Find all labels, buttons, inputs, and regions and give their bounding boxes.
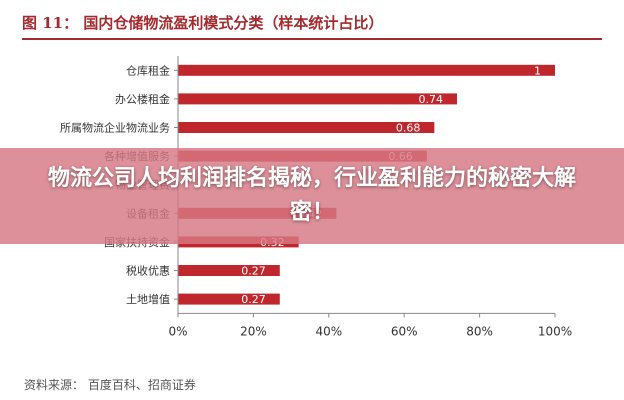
x-tick-label: 100% [538,324,572,338]
figure-title: 图 11： 国内仓储物流盈利模式分类（样本统计占比） [22,14,384,32]
data-label: 1 [534,64,541,77]
bar [178,265,280,276]
x-tick-label: 80% [466,324,493,338]
bar [178,93,457,105]
category-label: 办公楼租金 [115,92,170,106]
headline-text: 物流公司人均利润排名揭秘，行业盈利能力的秘密大解密！ [47,166,576,225]
data-label: 0.27 [241,293,266,306]
bar [178,122,435,133]
source-note: 资料来源： 百度百科、招商证券 [24,378,196,392]
bar [178,64,555,76]
category-label: 土地增值 [126,292,170,306]
x-tick-label: 40% [315,324,342,338]
data-label: 0.68 [396,122,421,135]
x-tick-label: 20% [240,324,267,338]
x-tick-label: 60% [391,324,418,338]
category-label: 所属物流企业物流业务 [60,121,170,135]
bar [178,293,280,305]
headline-banner: 物流公司人均利润排名揭秘，行业盈利能力的秘密大解密！ [0,148,624,244]
category-label: 税收优惠 [126,264,170,278]
x-tick-label: 0% [168,324,187,338]
data-label: 0.27 [241,265,266,278]
title-rule [22,38,602,40]
data-label: 0.74 [418,93,443,106]
category-label: 仓库租金 [126,63,170,77]
